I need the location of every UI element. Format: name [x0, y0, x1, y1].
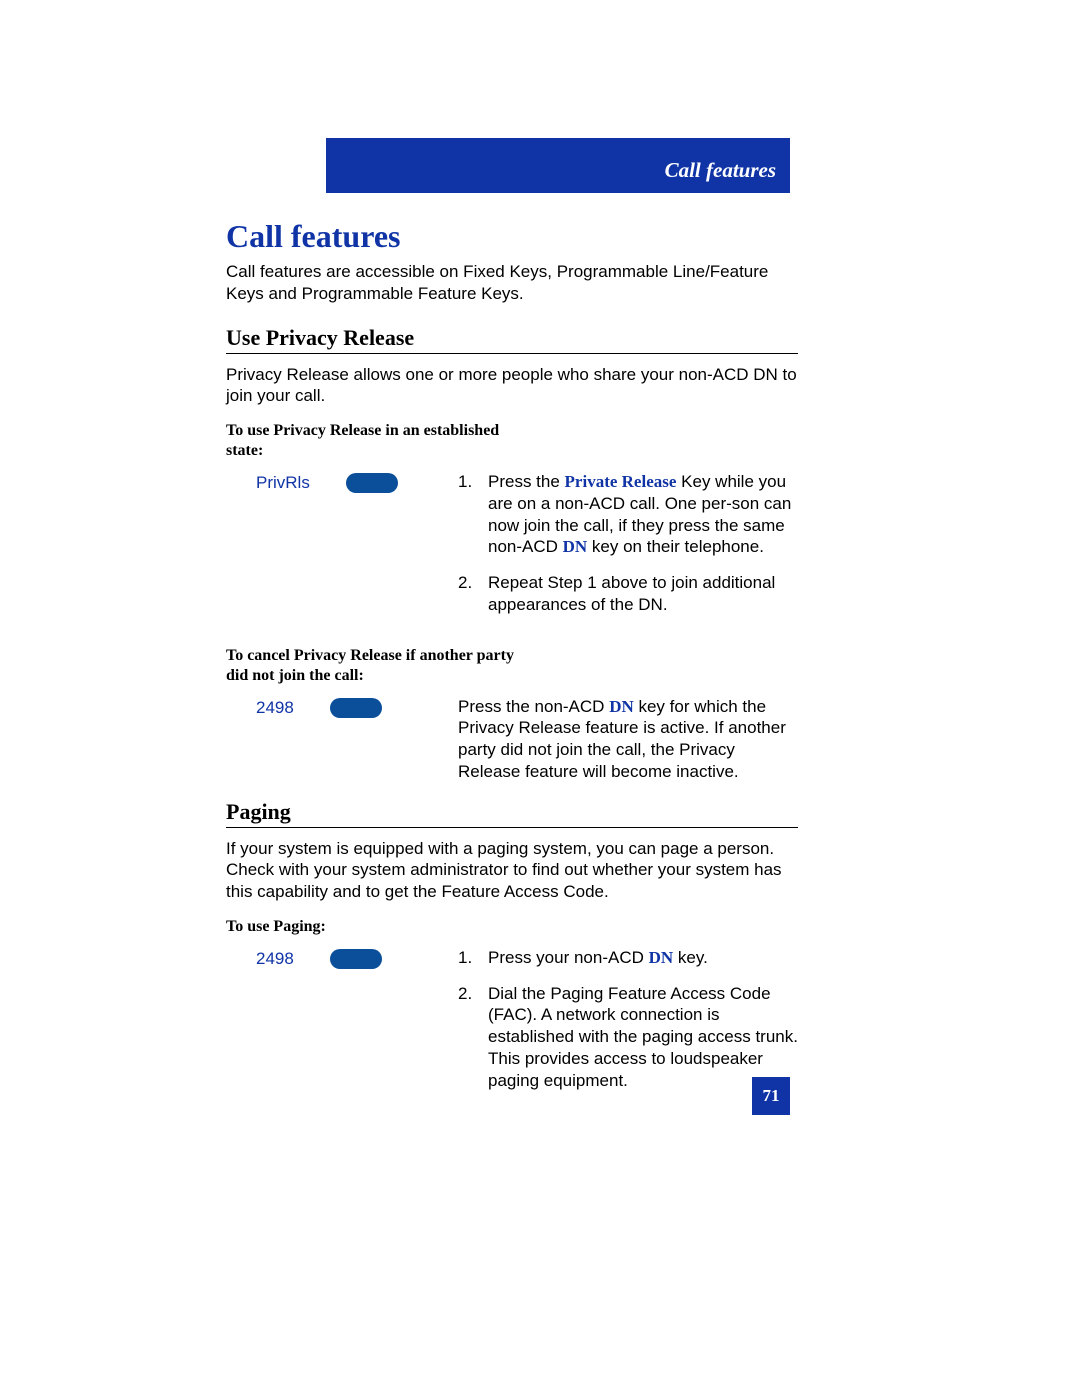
- privacy-use-heading: To use Privacy Release in an established…: [226, 421, 516, 461]
- privacy-steps-list: Press the Private Release Key while you …: [458, 471, 798, 616]
- section-title-paging: Paging: [226, 799, 798, 828]
- list-item: Press your non-ACD DN key.: [458, 947, 798, 969]
- privacy-cancel-heading: To cancel Privacy Release if another par…: [226, 646, 516, 686]
- key-column: 2498: [226, 947, 458, 969]
- step-text: key on their telephone.: [587, 537, 764, 556]
- page-number: 71: [752, 1077, 790, 1115]
- page-title: Call features: [226, 218, 798, 255]
- keyword-dn: DN: [563, 537, 588, 556]
- step-text: key.: [673, 948, 708, 967]
- paging-use-heading: To use Paging:: [226, 917, 516, 937]
- header-bar-label: Call features: [665, 158, 776, 183]
- list-item: Repeat Step 1 above to join additional a…: [458, 572, 798, 616]
- page-number-value: 71: [763, 1086, 780, 1106]
- instruction-column: Press the non-ACD DN key for which the P…: [458, 696, 798, 783]
- list-item: Press the Private Release Key while you …: [458, 471, 798, 558]
- paging-steps-list: Press your non-ACD DN key. Dial the Pagi…: [458, 947, 798, 1092]
- key-row-dn: 2498: [226, 698, 458, 718]
- step-text: Press the non-ACD: [458, 697, 609, 716]
- privacy-cancel-block: 2498 Press the non-ACD DN key for which …: [226, 696, 798, 783]
- keyword-dn: DN: [649, 948, 674, 967]
- key-row-dn-paging: 2498: [226, 949, 458, 969]
- instruction-column: Press the Private Release Key while you …: [458, 471, 798, 630]
- key-label-dn: 2498: [226, 698, 294, 718]
- key-column: 2498: [226, 696, 458, 718]
- header-bar: Call features: [326, 138, 790, 193]
- keyword-dn: DN: [609, 697, 634, 716]
- section-body-paging: If your system is equipped with a paging…: [226, 838, 798, 903]
- key-row-privrls: PrivRls: [226, 473, 458, 493]
- page-content: Call features Call features are accessib…: [226, 218, 798, 1121]
- document-page: Call features Call features Call feature…: [0, 0, 1080, 1397]
- intro-paragraph: Call features are accessible on Fixed Ke…: [226, 261, 798, 305]
- instruction-column: Press your non-ACD DN key. Dial the Pagi…: [458, 947, 798, 1106]
- step-text: Dial the Paging Feature Access Code (FAC…: [488, 984, 798, 1090]
- paging-use-block: 2498 Press your non-ACD DN key. Dial the…: [226, 947, 798, 1106]
- step-text: Press the: [488, 472, 565, 491]
- key-pill-icon: [330, 949, 382, 969]
- section-title-privacy: Use Privacy Release: [226, 325, 798, 354]
- key-pill-icon: [330, 698, 382, 718]
- key-pill-icon: [346, 473, 398, 493]
- key-label-privrls: PrivRls: [226, 473, 310, 493]
- key-label-dn: 2498: [226, 949, 294, 969]
- privacy-use-block: PrivRls Press the Private Release Key wh…: [226, 471, 798, 630]
- section-body-privacy: Privacy Release allows one or more peopl…: [226, 364, 798, 408]
- keyword-private-release: Private Release: [565, 472, 677, 491]
- key-column: PrivRls: [226, 471, 458, 493]
- list-item: Dial the Paging Feature Access Code (FAC…: [458, 983, 798, 1092]
- step-text: Press your non-ACD: [488, 948, 649, 967]
- step-text: Repeat Step 1 above to join additional a…: [488, 573, 775, 614]
